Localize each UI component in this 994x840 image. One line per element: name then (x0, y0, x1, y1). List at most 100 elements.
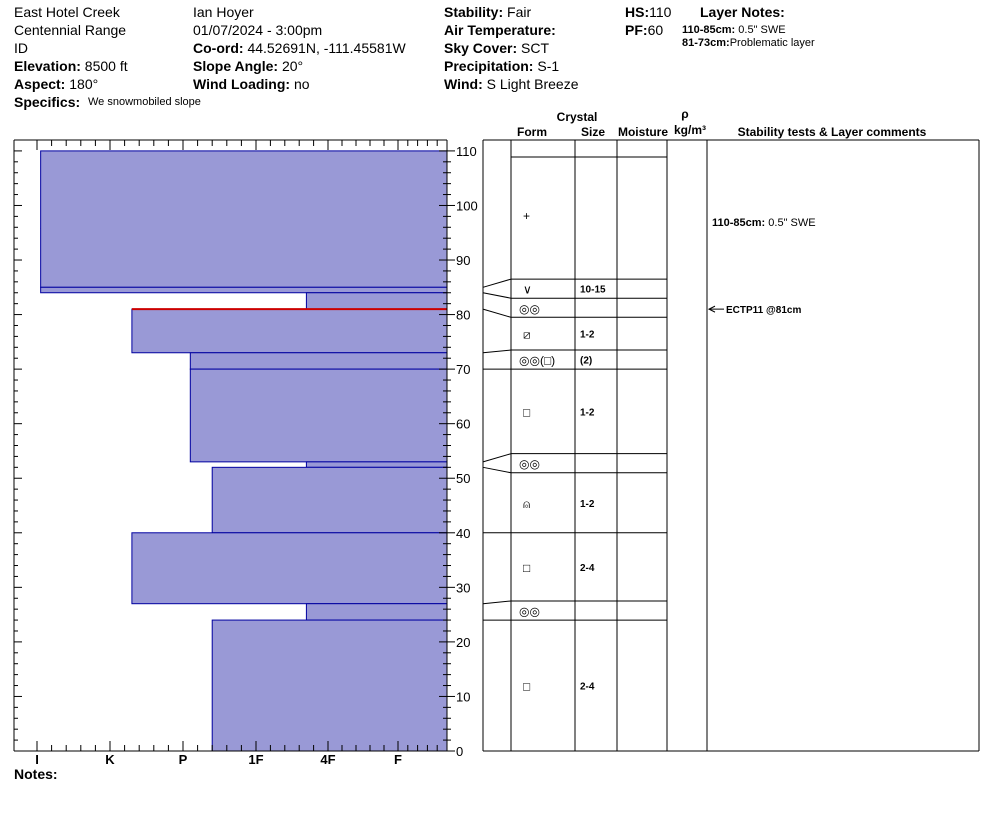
site-state: ID (14, 40, 28, 56)
layer-connector-line (482, 278, 512, 288)
precip-value: S-1 (537, 58, 560, 74)
wind-loading-row: Wind Loading: no (193, 75, 310, 93)
hardness-label: 1F (248, 752, 263, 767)
crystal-size-label: 10-15 (580, 285, 606, 296)
site-name: East Hotel Creek (14, 4, 120, 20)
aspect-label: Aspect: (14, 76, 66, 92)
coord-value: 44.52691N, -111.45581W (247, 40, 406, 56)
height-tick-label: 70 (456, 362, 470, 377)
crystal-form-symbol: □ (523, 680, 530, 694)
layer-connector-line (482, 600, 512, 605)
height-tick-label: 80 (456, 308, 470, 323)
layer-notes-title: Layer Notes: (700, 4, 785, 20)
hs-value: 110 (649, 4, 672, 20)
layer-note-text: Problematic layer (729, 37, 815, 49)
crystal-form-symbol: ◎◎(□) (519, 354, 555, 368)
layer-note-range: 81-73cm: (682, 37, 730, 49)
crystal-form-symbol: ◎◎ (519, 605, 540, 619)
size-header: Size (580, 125, 605, 139)
precip-row: Precipitation: S-1 (444, 57, 559, 75)
layer-connector-line (482, 349, 512, 354)
stability-label: Stability: (444, 4, 504, 20)
height-tick-label: 50 (456, 471, 470, 486)
crystal-size-label: 2-4 (580, 682, 595, 693)
moisture-header: Moisture (617, 125, 668, 139)
hardness-label: I (35, 752, 39, 767)
layer-connector-line (482, 453, 512, 463)
pf-label: PF: (625, 22, 648, 38)
wind-loading-label: Wind Loading: (193, 76, 291, 92)
layer-comment-text: 0.5" SWE (765, 217, 815, 229)
wind-loading-value: no (293, 76, 310, 92)
hardness-label: F (394, 752, 402, 767)
stability-test-label: ECTP11 @81cm (726, 305, 801, 316)
comments-header: Stability tests & Layer comments (737, 125, 927, 139)
hs-row: HS:110 (625, 3, 671, 21)
notes-label: Notes: (14, 766, 58, 782)
slope-label: Slope Angle: (193, 58, 279, 74)
hardness-layer-bar (305, 603, 448, 621)
hardness-layer-bar (40, 150, 448, 288)
coord-row: Co-ord: 44.52691N, -111.45581W (193, 39, 406, 57)
site-range: Centennial Range (14, 22, 127, 38)
height-tick-label: 30 (456, 580, 470, 595)
hardness-label: K (105, 752, 115, 767)
crystal-form-symbol: + (523, 209, 530, 223)
sky-label: Sky Cover: (444, 40, 518, 56)
sky-value: SCT (521, 40, 550, 56)
hardness-layer-bar (305, 292, 448, 310)
rho-header: ρ (681, 107, 689, 121)
elevation-row: Elevation: 8500 ft (14, 57, 128, 75)
stability-test-arrowhead (707, 305, 716, 313)
hardness-layer-bar (211, 466, 448, 534)
elevation-value: 8500 ft (84, 58, 128, 74)
air-temp-label: Air Temperature: (444, 22, 556, 38)
height-tick-label: 40 (456, 526, 470, 541)
air-temp-row: Air Temperature: (444, 21, 556, 39)
crystal-size-label: 2-4 (580, 563, 595, 574)
specifics-label: Specifics: (14, 94, 81, 110)
hardness-label: 4F (320, 752, 335, 767)
layer-comment-range: 110-85cm: (712, 217, 765, 229)
aspect-value: 180° (69, 76, 99, 92)
crystal-form-symbol: ⍝ (523, 497, 530, 511)
hardness-layer-bar (131, 308, 448, 354)
hardness-layer-bar (305, 461, 448, 468)
hardness-layer-bar (40, 286, 448, 294)
height-tick-label: 10 (456, 689, 470, 704)
specifics-value: We snowmobiled slope (88, 96, 201, 108)
layer-note-range: 110-85cm: (682, 24, 736, 36)
layer-note-text: 0.5" SWE (738, 24, 786, 36)
layer-comment: 110-85cm: 0.5" SWE (712, 217, 816, 229)
hs-label: HS: (625, 4, 650, 20)
crystal-form-symbol: ⧄ (523, 328, 531, 342)
wind-label: Wind: (444, 76, 483, 92)
crystal-size-label: 1-2 (580, 499, 595, 510)
crystal-size-label: 1-2 (580, 330, 595, 341)
crystal-form-symbol: ◎◎ (519, 302, 540, 316)
height-tick-label: 90 (456, 253, 470, 268)
crystal-form-symbol: ∨ (523, 283, 532, 297)
observer-name: Ian Hoyer (193, 4, 254, 20)
crystal-form-symbol: □ (523, 405, 530, 419)
hardness-layer-bar (189, 352, 448, 370)
stability-row: Stability: Fair (444, 3, 531, 21)
crystal-size-label: 1-2 (580, 407, 595, 418)
height-tick-label: 110 (456, 144, 477, 159)
layer-connector-line (482, 466, 512, 474)
hardness-layer-bar (211, 619, 448, 752)
layer-connector-line (482, 292, 512, 299)
layer-connector-line (482, 308, 512, 318)
layer-note-item: 110-85cm: 0.5" SWE (682, 24, 786, 37)
wind-value: S Light Breeze (486, 76, 579, 92)
density-unit-header: kg/m³ (673, 123, 706, 137)
slope-value: 20° (281, 58, 304, 74)
pf-value: 60 (647, 22, 664, 38)
height-tick-label: 0 (456, 744, 463, 759)
sky-row: Sky Cover: SCT (444, 39, 549, 57)
hardness-layer-bar (131, 532, 448, 605)
precip-label: Precipitation: (444, 58, 534, 74)
crystal-header: Crystal (556, 110, 598, 124)
stability-value: Fair (507, 4, 532, 20)
